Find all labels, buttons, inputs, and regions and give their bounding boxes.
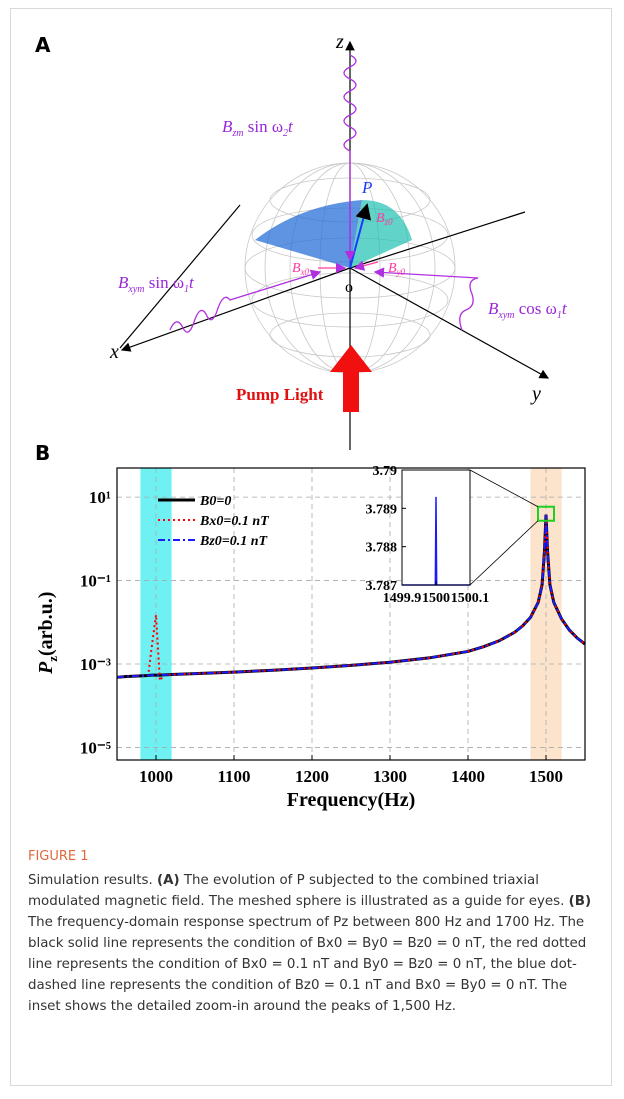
- bias-label: By0: [388, 261, 406, 277]
- figure-number: FIGURE 1: [28, 849, 89, 864]
- zoom-connector: [469, 520, 539, 586]
- origin-label: o: [345, 279, 353, 296]
- x-tick-label: 1200: [295, 767, 329, 786]
- y-axis-label-part: (arb.u.): [35, 592, 57, 656]
- axis-label: y: [530, 383, 541, 405]
- pump-label: Pump Light: [236, 385, 324, 404]
- pump-arrow: [330, 345, 372, 412]
- x-tick-label: 1000: [139, 767, 173, 786]
- y-axis-label-part: z: [45, 656, 60, 662]
- inset-y-tick-label: 3.788: [366, 541, 398, 556]
- diagram-labels: z x y o P Bzm sin ω2t Bxym sin ω1t Bxym …: [109, 31, 568, 405]
- caption: FIGURE 1 Simulation results. (A) The evo…: [28, 846, 598, 1017]
- x-tick-label: 1500: [529, 767, 563, 786]
- zoom-box: [537, 505, 555, 522]
- plot-frame: [116, 467, 586, 761]
- panel-label: B: [35, 441, 50, 465]
- axis-label: z: [335, 31, 344, 53]
- zoom-connector: [469, 469, 539, 508]
- field-label: Bxym cos ω1t: [488, 299, 568, 321]
- y-axis-label: Pz(arb.u.): [35, 592, 60, 675]
- bias-label: Bx0: [292, 261, 310, 277]
- y-tick-label: 10⁻³: [80, 655, 111, 674]
- y-tick-label: 10⁻⁵: [80, 738, 111, 757]
- axis-label: x: [109, 341, 119, 363]
- vector-label: P: [361, 178, 372, 197]
- panel-b: B 10⁻⁵ 10⁻³ 10⁻¹ 10¹ 1000 1100 1200 1300 1400 1500…: [35, 441, 586, 811]
- inset-x-tick-label: 1500: [422, 591, 450, 606]
- field-waves: [169, 54, 479, 333]
- series-line: [116, 514, 586, 679]
- caption-text: Simulation results. (A) The evolution of…: [28, 873, 592, 1014]
- precession-cone: [255, 200, 412, 269]
- panel-a: A z x y o P Bzm sin ω2t Bxym sin ω1t Bxy…: [35, 31, 568, 450]
- legend-label: Bx0=0.1 nT: [199, 514, 270, 529]
- field-label: Bxym sin ω1t: [118, 273, 195, 295]
- legend-label: Bz0=0.1 nT: [199, 534, 269, 549]
- y-tick-label: 10¹: [89, 488, 111, 507]
- inset-x-tick-label: 1499.9: [383, 591, 422, 606]
- x-tick-label: 1300: [373, 767, 407, 786]
- series-line: [116, 514, 586, 679]
- figure: A z x y o P Bzm sin ω2t Bxym sin ω1t Bxy…: [35, 31, 586, 811]
- panel-label: A: [35, 33, 51, 57]
- inset-y-tick-label: 3.787: [366, 579, 398, 594]
- field-label: Bzm sin ω2t: [222, 117, 294, 139]
- bias-label: Bz0: [376, 211, 393, 227]
- legend-label: B0=0: [199, 494, 231, 509]
- x-tick-label: 1400: [451, 767, 485, 786]
- inset-x-tick-label: 1500.1: [451, 591, 490, 606]
- figure-frame: [10, 8, 612, 1086]
- inset-y-tick-label: 3.789: [366, 502, 398, 517]
- x-tick-label: 1100: [217, 767, 250, 786]
- x-axis-label: Frequency(Hz): [287, 789, 416, 811]
- series-line: [116, 514, 586, 684]
- inset-y-tick-label: 3.79: [373, 464, 398, 479]
- y-axis-label-part: P: [35, 661, 57, 675]
- y-tick-label: 10⁻¹: [80, 572, 111, 591]
